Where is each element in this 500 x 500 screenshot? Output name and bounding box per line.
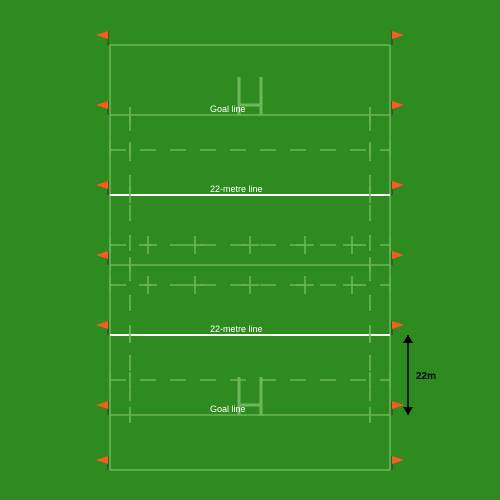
label-twenty_two_top: 22-metre line [210,184,263,194]
rugby-pitch-diagram: Goal line 22-metre line 22-metre line Goal … [0,0,500,500]
dimension-label: 22m [416,371,436,382]
label-twenty_two_bottom: 22-metre line [210,324,263,334]
label-goal_top: Goal line [210,104,246,114]
label-goal_bottom: Goal line [210,404,246,414]
